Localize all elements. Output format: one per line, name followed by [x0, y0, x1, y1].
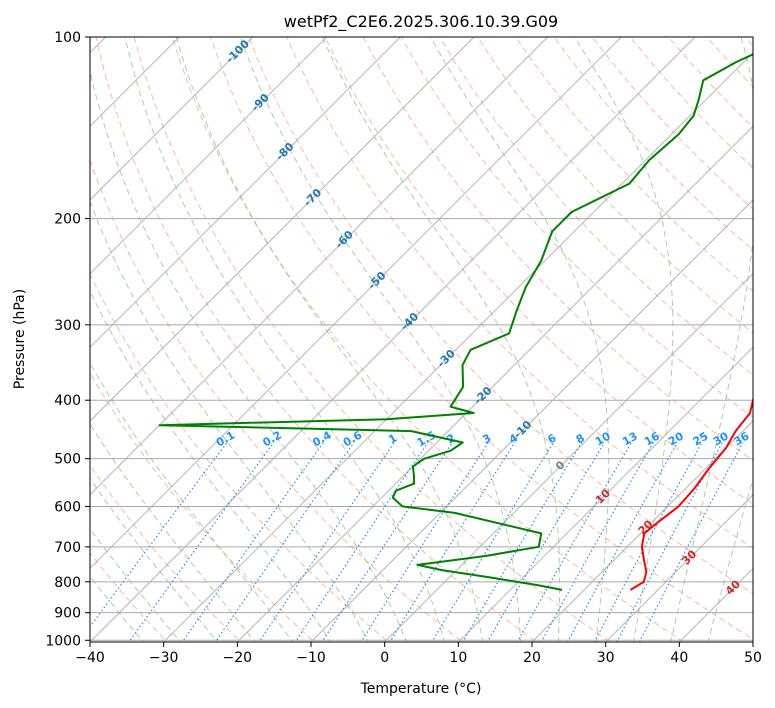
mixing-ratio-line — [593, 442, 703, 642]
mixing-ratio-line — [540, 442, 654, 642]
axes: −40 −30 −20 −10 0 10 20 30 40 50 100 200 300 400 500 60… — [45, 30, 762, 666]
isotherm-line — [310, 199, 753, 642]
moist-adiabat-line — [90, 477, 219, 642]
y-tick-label: 1000 — [45, 633, 81, 649]
mixing-ratio-line — [516, 442, 633, 642]
isotherm-line — [90, 37, 254, 201]
isotherm-line — [90, 37, 696, 642]
moist-adiabat-line — [574, 37, 674, 642]
x-tick-label: −40 — [75, 650, 105, 666]
chart-title: wetPf2_C2E6.2025.306.10.39.G09 — [284, 12, 558, 32]
isotherm-line — [236, 125, 753, 642]
y-tick-label: 800 — [54, 575, 81, 591]
dry-adiabat-line — [210, 37, 753, 640]
plot-area: 0.1 0.2 0.4 0.6 1 1.5 2 3 4 6 8 10 13 16 20 25 30 36-100-… — [90, 37, 753, 642]
dry-adiabat-line — [90, 272, 390, 642]
x-tick-label: 40 — [670, 650, 688, 666]
moist-adiabat-line — [430, 37, 610, 642]
mixing-ratio-line — [214, 442, 355, 642]
isotherm-line — [90, 37, 328, 275]
moist-adiabat-line — [707, 477, 753, 642]
plot-frame — [89, 36, 754, 643]
dry-adiabat-line — [95, 37, 537, 642]
x-tick-label: 10 — [449, 650, 467, 666]
x-tick-label: −30 — [149, 650, 179, 666]
isotherm-line — [90, 37, 181, 128]
temperature-profile-line — [629, 396, 753, 591]
mixing-ratio-line — [128, 442, 275, 642]
moist-adiabat-line — [90, 575, 144, 642]
mixing-ratio-line — [616, 442, 723, 642]
mixing-ratio-line — [486, 442, 605, 642]
moist-adiabat-line — [175, 37, 484, 642]
x-tick-label: 0 — [380, 650, 389, 666]
moist-adiabat-line — [90, 200, 369, 642]
y-tick-label: 600 — [54, 499, 81, 515]
mixing-ratio-line — [321, 442, 453, 642]
moist-adiabat-line — [239, 37, 521, 642]
x-tick-label: −20 — [223, 650, 253, 666]
mixing-ratio-line — [566, 442, 679, 642]
dry-adiabat-line — [171, 37, 685, 642]
mixing-ratio-line — [638, 442, 744, 642]
y-tick-label: 400 — [54, 393, 81, 409]
x-tick-label: 30 — [597, 650, 615, 666]
isotherm-line — [90, 37, 549, 496]
y-tick-label: 200 — [54, 212, 81, 228]
isotherm-line — [604, 493, 753, 642]
moist-adiabat-line — [322, 37, 561, 642]
moist-adiabat-line — [90, 527, 181, 642]
dry-adiabat-line — [324, 37, 753, 505]
x-tick-label: 50 — [744, 650, 762, 666]
dewpoint-profile-line — [158, 53, 753, 591]
dry-adiabat-line — [90, 464, 242, 642]
moist-adiabat-line — [90, 69, 407, 642]
isotherm-line — [90, 37, 475, 422]
x-tick-label: −10 — [296, 650, 326, 666]
y-tick-label: 700 — [54, 540, 81, 556]
y-tick-label: 100 — [54, 30, 81, 46]
y-tick-label: 500 — [54, 452, 81, 468]
x-axis-title: Temperature (°C) — [360, 681, 482, 697]
y-tick-label: 300 — [54, 318, 81, 334]
dry-adiabat-line — [90, 372, 316, 642]
y-tick-label: 900 — [54, 606, 81, 622]
isotherm-line — [90, 37, 623, 570]
moist-adiabat-line — [90, 290, 331, 642]
y-axis-title: Pressure (hPa) — [12, 289, 28, 389]
x-tick-label: 20 — [523, 650, 541, 666]
moist-adiabat-line — [90, 423, 256, 642]
dry-adiabat-line — [133, 37, 611, 642]
mixing-ratio-line — [462, 442, 583, 642]
dry-adiabat-line — [248, 37, 753, 595]
isotherm-line — [90, 37, 402, 349]
moist-adiabat-line — [670, 37, 753, 642]
mixing-ratio-line — [431, 442, 554, 642]
isotherm-line — [531, 420, 753, 642]
isotherm-line — [162, 51, 753, 642]
isotherm-line — [383, 272, 753, 642]
mixing-ratio-line — [90, 442, 228, 628]
moist-adiabat-line — [124, 37, 446, 642]
mixing-ratio-line — [294, 442, 429, 642]
mixing-ratio-line — [360, 442, 489, 642]
dry-adiabat-line — [286, 37, 753, 549]
isotherm-line — [457, 346, 753, 642]
